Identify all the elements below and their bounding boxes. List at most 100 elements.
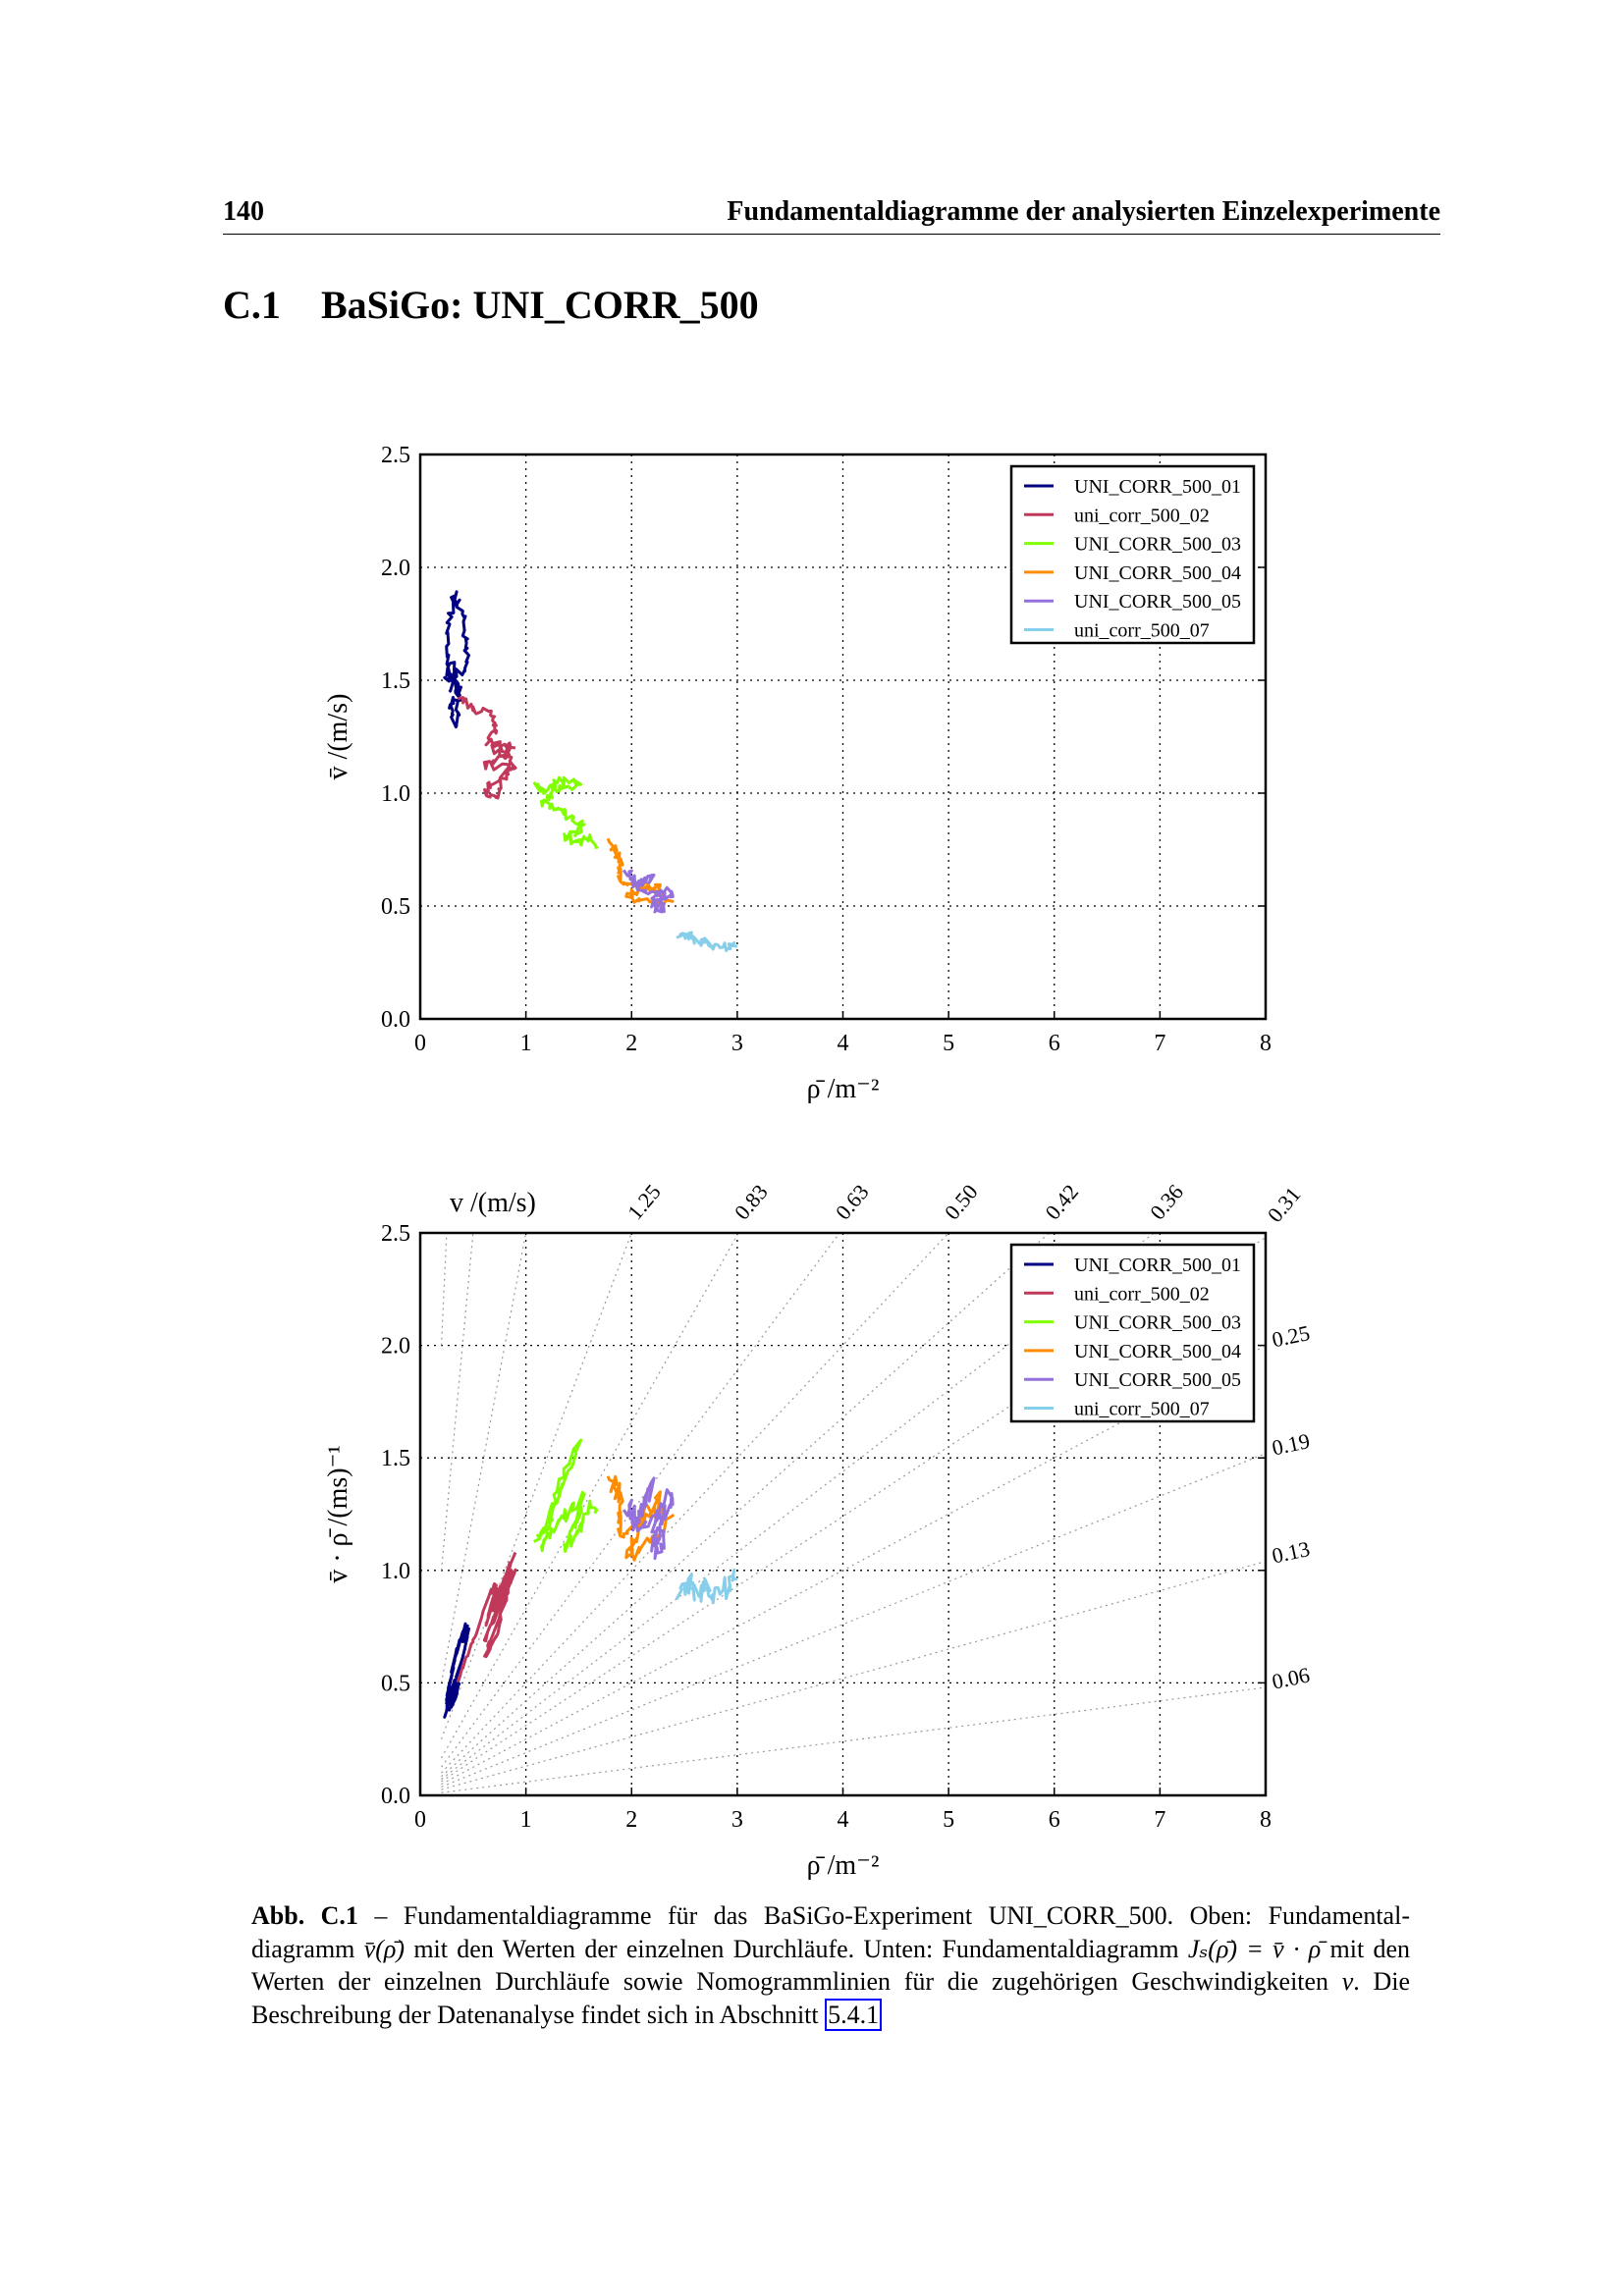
x-tick-label: 0 [414, 1031, 426, 1056]
x-tick-label: 7 [1154, 1031, 1165, 1056]
y-tick-label: 0.5 [381, 1671, 410, 1696]
section-heading: C.1 BaSiGo: UNI_CORR_500 [223, 282, 759, 328]
y-axis-label: v̄ /(m/s) [323, 694, 353, 780]
nomogram-line [441, 1561, 1266, 1790]
series-line-uni_corr_500_05 [622, 1476, 675, 1561]
y-tick-label: 2.0 [381, 556, 410, 581]
fundamental-diagram-flow-chart: 0 1 2 3 4 5 6 7 8 0.0 0.5 1.0 1.5 2.0 2.5 1.25 0.83 0.63 0… [323, 1180, 1312, 1881]
top-axis-label: v /(m/s) [450, 1188, 536, 1218]
nomogram-line [441, 1452, 1266, 1788]
nomogram-top-label: 0.63 [831, 1180, 874, 1225]
series-line-uni_corr_500_03 [532, 1438, 599, 1553]
nomogram-top-label: 1.25 [623, 1180, 666, 1225]
legend-entry: UNI_CORR_500_05 [1074, 591, 1241, 613]
nomogram-line [441, 1233, 840, 1768]
x-tick-label: 1 [520, 1807, 532, 1833]
figure-caption: Abb. C.1 – Fundamentaldiagramme für das … [251, 1899, 1410, 2031]
nomogram-right-label: 0.13 [1270, 1536, 1312, 1568]
running-title: Fundamentaldiagramme der analysierten Ei… [727, 196, 1440, 227]
series-line-uni_corr_500_01 [443, 1622, 470, 1719]
caption-math: v̄(ρ̄) [363, 1934, 406, 1963]
fundamental-diagram-velocity-chart: 0 1 2 3 4 5 6 7 8 0.0 0.5 1.0 1.5 2.0 2.5 UNI_CORR_500_… [323, 443, 1272, 1104]
x-tick-label: 1 [520, 1031, 532, 1056]
nomogram-top-label: 0.42 [1040, 1180, 1083, 1225]
series-group [443, 590, 738, 952]
y-tick-label: 0.5 [381, 894, 410, 920]
legend-entry: uni_corr_500_02 [1074, 505, 1210, 526]
series-line-uni_corr_500_05 [622, 869, 675, 914]
nomogram-line [441, 1233, 1051, 1778]
legend-entry: UNI_CORR_500_01 [1074, 1255, 1241, 1276]
nomogram-line [441, 1344, 1266, 1786]
nomogram-lines [440, 1233, 1266, 1793]
caption-math: Jₛ(ρ̄) = v̄ · ρ̄ [1187, 1934, 1322, 1963]
series-line-uni_corr_500_03 [532, 775, 599, 849]
nomogram-right-label: 0.19 [1270, 1428, 1312, 1460]
x-axis-label: ρ̄ /m⁻² [807, 1074, 880, 1104]
nomogram-line [441, 1686, 1266, 1793]
series-line-uni_corr_500_04 [606, 1474, 676, 1562]
legend-entry: UNI_CORR_500_03 [1074, 534, 1241, 556]
x-tick-label: 6 [1049, 1807, 1060, 1833]
x-tick-label: 5 [943, 1807, 954, 1833]
x-tick-label: 4 [838, 1031, 849, 1056]
series-group [443, 1438, 738, 1719]
caption-label: Abb. C.1 [251, 1901, 358, 1930]
legend-entry: UNI_CORR_500_01 [1074, 476, 1241, 498]
x-tick-label: 4 [838, 1807, 849, 1833]
nomogram-top-label: 0.36 [1145, 1180, 1188, 1225]
x-tick-label: 5 [943, 1031, 954, 1056]
nomogram-line [441, 1233, 1156, 1780]
y-tick-label: 0.0 [381, 1007, 410, 1033]
series-line-uni_corr_500_02 [456, 1551, 517, 1683]
x-tick-label: 2 [625, 1031, 637, 1056]
caption-text: mit den Werten der einzelnen Durchläufe.… [405, 1934, 1188, 1963]
series-line-uni_corr_500_01 [443, 590, 470, 729]
x-tick-label: 6 [1049, 1031, 1060, 1056]
caption-text: . Die Beschreibung der Datenanalyse find… [251, 1967, 1410, 2029]
y-tick-label: 1.0 [381, 1559, 410, 1584]
section-reference-link[interactable]: 5.4.1 [825, 1998, 883, 2031]
series-line-uni_corr_500_02 [457, 696, 517, 800]
legend-box [1009, 464, 1256, 645]
x-tick-label: 8 [1260, 1031, 1272, 1056]
plot-frame [418, 1231, 1268, 1797]
nomogram-right-label: 0.06 [1270, 1662, 1312, 1693]
nomogram-right-label: 0.25 [1270, 1320, 1312, 1352]
series-line-uni_corr_500_07 [675, 1568, 738, 1605]
legend-entry: UNI_CORR_500_04 [1074, 1341, 1241, 1362]
y-tick-label: 1.0 [381, 781, 410, 807]
x-tick-label: 0 [414, 1807, 426, 1833]
x-tick-label: 7 [1154, 1807, 1165, 1833]
x-tick-label: 3 [731, 1031, 743, 1056]
caption-math: v [1341, 1967, 1354, 1997]
series-line-uni_corr_500_07 [676, 931, 738, 952]
page-number: 140 [223, 196, 264, 227]
x-tick-label: 2 [625, 1807, 637, 1833]
y-tick-label: 0.0 [381, 1784, 410, 1809]
nomogram-top-label: 0.50 [940, 1180, 983, 1225]
x-tick-label: 3 [731, 1807, 743, 1833]
legend-entry: uni_corr_500_07 [1074, 1399, 1210, 1420]
nomogram-line [440, 1233, 632, 1739]
plot-frame [418, 453, 1268, 1021]
y-tick-label: 2.5 [381, 443, 410, 468]
y-tick-label: 2.0 [381, 1334, 410, 1360]
nomogram-top-label: 0.83 [730, 1180, 773, 1225]
y-axis-label: v̄ · ρ̄ /(ms)⁻¹ [323, 1445, 353, 1583]
header-rule [223, 234, 1440, 235]
legend-entry: UNI_CORR_500_03 [1074, 1312, 1241, 1334]
section-title: BaSiGo: UNI_CORR_500 [321, 283, 759, 327]
legend-entry: uni_corr_500_02 [1074, 1283, 1210, 1305]
x-axis-label: ρ̄ /m⁻² [807, 1850, 880, 1881]
legend-entry: UNI_CORR_500_04 [1074, 562, 1241, 584]
x-tick-label: 8 [1260, 1807, 1272, 1833]
caption-text: mit den Werten der einzelnen Durchläufe … [251, 1934, 1410, 1997]
y-tick-label: 1.5 [381, 668, 410, 694]
y-tick-label: 2.5 [381, 1221, 410, 1247]
section-number: C.1 [223, 283, 281, 327]
legend-entry: UNI_CORR_500_05 [1074, 1369, 1241, 1391]
series-line-uni_corr_500_04 [606, 837, 675, 908]
caption-text: – Fundamentaldiagramme für das BaSiGo-Ex… [251, 1901, 1410, 1963]
y-tick-label: 1.5 [381, 1446, 410, 1471]
